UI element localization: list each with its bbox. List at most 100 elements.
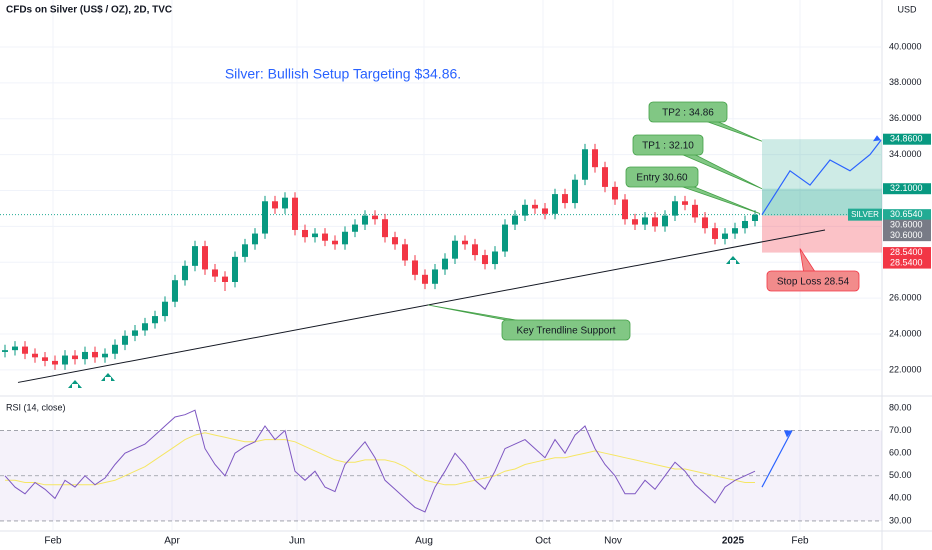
candle-body	[662, 215, 668, 227]
candle-body	[282, 197, 288, 209]
rsi-tick-label: 80.00	[889, 402, 912, 412]
y-tick-label: 34.0000	[889, 149, 922, 159]
price-label-bg	[883, 183, 931, 195]
candle-body	[182, 265, 188, 281]
y-tick-label: 26.0000	[889, 293, 922, 303]
candle-body	[452, 240, 458, 259]
candle-body	[612, 186, 618, 200]
candle-body	[332, 240, 338, 245]
trendline	[17, 229, 826, 383]
candle-body	[362, 215, 368, 225]
rsi-tick-label: 30.00	[889, 515, 912, 525]
candle-body	[512, 215, 518, 225]
candle-body	[132, 330, 138, 336]
y-tick-label: 24.0000	[889, 328, 922, 338]
candle-body	[702, 217, 708, 229]
price-label-bg	[883, 209, 931, 221]
rsi-line	[4, 409, 756, 513]
candle-body	[392, 237, 398, 245]
callout-text: TP1 : 32.10	[642, 141, 694, 152]
candle-body	[122, 335, 128, 345]
callout-text: Stop Loss 28.54	[777, 277, 850, 288]
candle-body	[12, 346, 18, 351]
y-tick-label: 40.0000	[889, 41, 922, 51]
candle-body	[472, 244, 478, 256]
stop-zone	[762, 215, 882, 253]
y-tick-label: 38.0000	[889, 77, 922, 87]
candle-body	[672, 201, 678, 216]
callout-box	[501, 319, 631, 341]
candle-body	[732, 228, 738, 234]
candle-body	[352, 224, 358, 232]
candle-body	[102, 353, 108, 358]
currency: USD	[897, 4, 917, 14]
candle-body	[232, 256, 238, 282]
candle-body	[642, 217, 648, 225]
price-label-bg	[883, 230, 931, 242]
x-tick-label: Apr	[164, 536, 180, 547]
candle-body	[22, 346, 28, 354]
up-arrow	[101, 373, 115, 381]
rsi-tick-label: 40.00	[889, 493, 912, 503]
rsi-tick-label: 50.00	[889, 470, 912, 480]
candle-body	[682, 201, 688, 205]
candle-body	[222, 276, 228, 282]
x-tick-label: Jun	[289, 536, 305, 547]
candle-body	[142, 323, 148, 331]
symbol-title: CFDs on Silver (US$ / OZ), 2D, TVC	[6, 5, 172, 16]
price-label: 34.8600	[890, 134, 923, 144]
candle-body	[372, 215, 378, 220]
candle-body	[72, 355, 78, 360]
candle-body	[112, 344, 118, 354]
candle-body	[562, 194, 568, 204]
candle-body	[462, 240, 468, 245]
rsi-tick-label: 60.00	[889, 448, 912, 458]
y-tick-label: 36.0000	[889, 113, 922, 123]
candle-body	[172, 280, 178, 302]
candle-body	[492, 251, 498, 265]
x-tick-label: Nov	[604, 536, 622, 547]
price-label: 30.6000	[890, 230, 923, 240]
headline: Silver: Bullish Setup Targeting $34.86.	[225, 66, 461, 82]
candle-body	[722, 233, 728, 239]
x-tick-label: 2025	[722, 536, 745, 547]
callout-text: Key Trendline Support	[517, 326, 616, 337]
price-label-bg	[883, 219, 931, 231]
candle-body	[622, 199, 628, 220]
candle-body	[572, 179, 578, 204]
candle-body	[482, 255, 488, 265]
symbol-tag: SILVER	[851, 210, 879, 219]
candle-body	[292, 197, 298, 230]
projection-line	[761, 139, 882, 216]
callout-box	[632, 134, 704, 156]
candle-body	[532, 204, 538, 209]
candle-body	[442, 258, 448, 270]
candle-body	[302, 229, 308, 238]
candle-body	[262, 201, 268, 234]
candle-body	[312, 233, 318, 238]
candle-body	[602, 167, 608, 187]
candle-body	[242, 244, 248, 257]
price-label-bg	[883, 257, 931, 269]
candle-body	[202, 246, 208, 270]
candle-body	[522, 204, 528, 216]
rsi-ma-line	[5, 432, 755, 486]
candle-body	[582, 149, 588, 180]
price-label-bg	[883, 247, 931, 259]
candle-body	[422, 274, 428, 284]
candle-body	[502, 224, 508, 252]
price-label: 32.1000	[890, 183, 923, 193]
projection-arrowhead	[873, 135, 881, 142]
candle-body	[412, 260, 418, 275]
candle-body	[652, 217, 658, 227]
callout-box	[648, 101, 728, 123]
price-label: 28.5400	[890, 257, 923, 267]
candle-body	[152, 316, 158, 324]
rsi-projection	[761, 430, 793, 488]
candle-body	[342, 231, 348, 245]
y-tick-label: 22.0000	[889, 364, 922, 374]
candle-body	[42, 357, 48, 361]
price-label-bg	[883, 133, 931, 145]
